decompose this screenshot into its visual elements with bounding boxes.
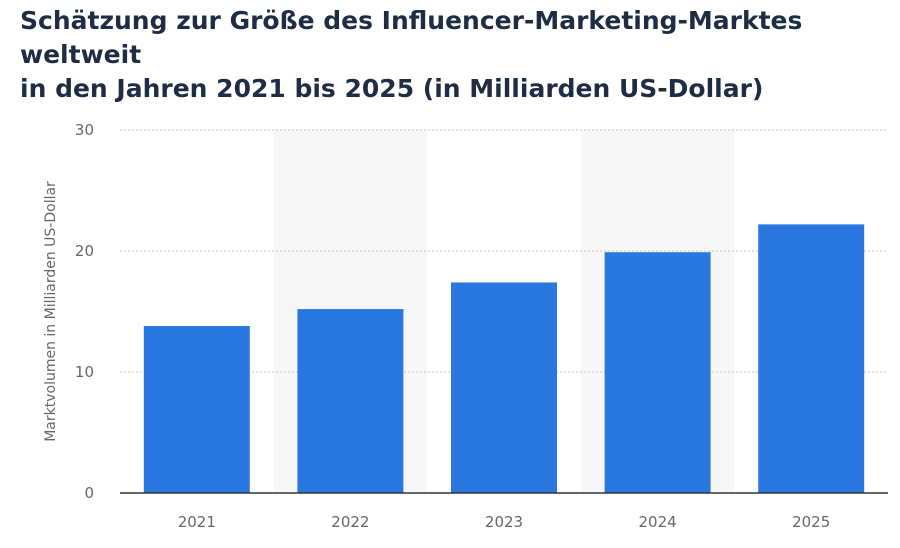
y-tick-label: 10	[75, 363, 94, 381]
bar-2022[interactable]	[297, 309, 404, 493]
bar-2025[interactable]	[758, 224, 865, 493]
bar-2023[interactable]	[451, 282, 557, 493]
x-tick-label: 2021	[178, 513, 216, 531]
chart-title-line-2: in den Jahren 2021 bis 2025 (in Milliard…	[20, 74, 764, 103]
y-tick-label: 0	[84, 484, 94, 502]
y-tick-label: 30	[75, 121, 94, 139]
y-axis-ticks: 0 10 20 30	[75, 121, 94, 502]
bar-2021[interactable]	[143, 326, 250, 493]
chart-title: Schätzung zur Größe des Influencer-Marke…	[20, 4, 890, 106]
x-tick-label: 2022	[331, 513, 369, 531]
bars	[143, 224, 865, 493]
x-tick-label: 2023	[485, 513, 523, 531]
bar-2024[interactable]	[604, 252, 711, 493]
x-tick-label: 2025	[792, 513, 830, 531]
y-axis-title: Marktvolumen in Milliarden US-Dollar	[43, 181, 59, 442]
y-tick-label: 20	[75, 242, 94, 260]
x-tick-label: 2024	[639, 513, 677, 531]
chart-title-line-1: Schätzung zur Größe des Influencer-Marke…	[20, 6, 803, 69]
x-axis-ticks: 2021 2022 2023 2024 2025	[178, 513, 831, 531]
